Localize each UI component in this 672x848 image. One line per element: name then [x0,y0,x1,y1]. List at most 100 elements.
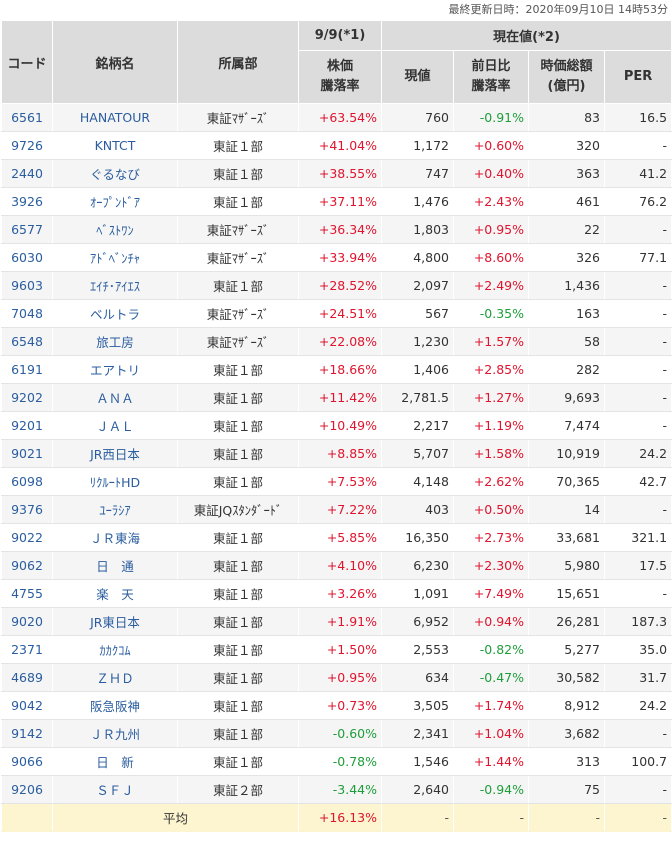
stock-name-link[interactable]: ＪＡＬ [52,411,178,440]
market-cap-cell: 22 [528,215,605,244]
day-change-cell: -0.91% [453,103,529,132]
per-cell: 100.7 [603,747,672,776]
rate-0909-cell: +22.08% [298,327,382,356]
stock-code-link[interactable]: 6577 [1,215,53,244]
table-row: 9020 JR東日本 東証１部 +1.91% 6,952 +0.94% 26,281 187.… [1,607,672,636]
price-cell: 1,803 [381,215,454,244]
market-cap-cell: 33,681 [528,523,605,552]
stock-code-link[interactable]: 6098 [1,467,53,496]
stock-code-link[interactable]: 9603 [1,271,53,300]
stock-code-link[interactable]: 2440 [1,159,53,188]
stock-code-link[interactable]: 2371 [1,635,53,664]
price-cell: 1,406 [381,355,454,384]
day-change-cell: +1.57% [453,327,529,356]
stock-code-link[interactable]: 6030 [1,243,53,272]
stock-name-link[interactable]: ﾍﾞｽﾄﾜﾝ [52,215,178,244]
stock-code-link[interactable]: 7048 [1,299,53,328]
table-row: 6191 エアトリ 東証１部 +18.66% 1,406 +2.85% 282- [1,355,672,384]
stock-name-link[interactable]: 日 新 [52,747,178,776]
market-cap-cell: 14 [528,495,605,524]
price-cell: 634 [381,663,454,692]
average-market-cap: - [528,803,605,832]
market-segment: 東証ﾏｻﾞｰｽﾞ [177,299,299,328]
stock-name-link[interactable]: エアトリ [52,355,178,384]
per-cell: 31.7 [603,663,672,692]
stock-code-link[interactable]: 9042 [1,691,53,720]
market-cap-cell: 75 [528,775,605,804]
stock-name-link[interactable]: ＪＲ九州 [52,719,178,748]
table-row: 9022 ＪＲ東海 東証１部 +5.85% 16,350 +2.73% 33,681 321.… [1,523,672,552]
stock-code-link[interactable]: 9201 [1,411,53,440]
header-price: 現値 [381,50,454,104]
market-segment: 東証１部 [177,719,299,748]
stock-code-link[interactable]: 9066 [1,747,53,776]
day-change-cell: +0.50% [453,495,529,524]
market-cap-cell: 163 [528,299,605,328]
stock-code-link[interactable]: 9142 [1,719,53,748]
stock-code-link[interactable]: 6561 [1,103,53,132]
price-cell: 1,091 [381,579,454,608]
stock-code-link[interactable]: 9202 [1,383,53,412]
stock-name-link[interactable]: ぐるなび [52,159,178,188]
per-cell: 77.1 [603,243,672,272]
average-per: - [603,803,672,832]
stock-code-link[interactable]: 9022 [1,523,53,552]
market-segment: 東証ﾏｻﾞｰｽﾞ [177,103,299,132]
stock-name-link[interactable]: ＺＨＤ [52,663,178,692]
price-cell: 16,350 [381,523,454,552]
per-cell: 42.7 [603,467,672,496]
table-row: 9021 JR西日本 東証１部 +8.85% 5,707 +1.58% 10,919 24.2 [1,439,672,468]
day-change-cell: +0.94% [453,607,529,636]
stock-name-link[interactable]: 楽 天 [52,579,178,608]
table-row: 9066 日 新東証１部 -0.78% 1,546 +1.44% 313 100.7 [1,747,672,776]
stock-code-link[interactable]: 6548 [1,327,53,356]
market-segment: 東証１部 [177,411,299,440]
stock-name-link[interactable]: ＳＦＪ [52,775,178,804]
stock-name-link[interactable]: JR西日本 [52,439,178,468]
stock-name-link[interactable]: ﾕｰﾗｼｱ [52,495,178,524]
stock-name-link[interactable]: 阪急阪神 [52,691,178,720]
stock-code-link[interactable]: 9021 [1,439,53,468]
stock-name-link[interactable]: ＪＲ東海 [52,523,178,552]
stock-code-link[interactable]: 6191 [1,355,53,384]
day-change-cell: +1.04% [453,719,529,748]
per-cell: 41.2 [603,159,672,188]
market-cap-cell: 30,582 [528,663,605,692]
price-cell: 2,341 [381,719,454,748]
stock-code-link[interactable]: 4689 [1,663,53,692]
stock-code-link[interactable]: 9020 [1,607,53,636]
day-change-cell: +2.73% [453,523,529,552]
stock-code-link[interactable]: 9062 [1,551,53,580]
day-change-cell: +1.44% [453,747,529,776]
stock-name-link[interactable]: ＡＮＡ [52,383,178,412]
stock-code-link[interactable]: 9206 [1,775,53,804]
day-change-cell: +1.27% [453,383,529,412]
stock-code-link[interactable]: 9726 [1,131,53,160]
stock-name-link[interactable]: ｱﾄﾞﾍﾞﾝﾁｬ [52,243,178,272]
stock-name-link[interactable]: 旅工房 [52,327,178,356]
table-row: 6098 ﾘｸﾙｰﾄHD 東証１部 +7.53% 4,148 +2.62% 70,365 42… [1,467,672,496]
stock-name-link[interactable]: 日 通 [52,551,178,580]
market-segment: 東証１部 [177,271,299,300]
per-cell: 35.0 [603,635,672,664]
average-label: 平均 [52,803,299,832]
stock-code-link[interactable]: 9376 [1,495,53,524]
per-cell: - [603,719,672,748]
stock-name-link[interactable]: ｶｶｸｺﾑ [52,635,178,664]
stock-name-link[interactable]: ベルトラ [52,299,178,328]
stock-code-link[interactable]: 4755 [1,579,53,608]
stock-name-link[interactable]: ｴｲﾁ･ｱｲｴｽ [52,271,178,300]
stock-name-link[interactable]: JR東日本 [52,607,178,636]
stock-name-link[interactable]: ﾘｸﾙｰﾄHD [52,467,178,496]
stock-name-link[interactable]: HANATOUR [52,103,178,132]
market-segment: 東証１部 [177,663,299,692]
rate-0909-cell: -3.44% [298,775,382,804]
stock-code-link[interactable]: 3926 [1,187,53,216]
day-change-cell: -0.94% [453,775,529,804]
rate-0909-cell: +7.22% [298,495,382,524]
market-cap-cell: 9,693 [528,383,605,412]
rate-0909-cell: +28.52% [298,271,382,300]
market-segment: 東証１部 [177,551,299,580]
stock-name-link[interactable]: KNTCT [52,131,178,160]
stock-name-link[interactable]: ｵｰﾌﾟﾝﾄﾞｱ [52,187,178,216]
